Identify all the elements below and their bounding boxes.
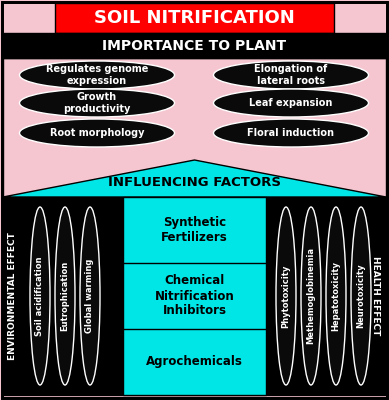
Text: Agrochemicals: Agrochemicals [146,356,243,368]
Ellipse shape [30,207,50,385]
Ellipse shape [55,207,75,385]
Text: Hepatotoxicity: Hepatotoxicity [331,261,340,331]
Text: ENVIRONMENTAL EFFECT: ENVIRONMENTAL EFFECT [9,232,18,360]
Text: SOIL NITRIFICATION: SOIL NITRIFICATION [94,9,295,27]
Text: Soil acidification: Soil acidification [35,256,44,336]
Ellipse shape [19,61,175,89]
Ellipse shape [19,119,175,147]
Text: Phytotoxicity: Phytotoxicity [282,264,291,328]
Ellipse shape [214,119,368,147]
Ellipse shape [326,207,346,385]
Text: Root morphology: Root morphology [50,128,144,138]
Text: Synthetic
Fertilizers: Synthetic Fertilizers [161,216,228,244]
Text: Leaf expansion: Leaf expansion [249,98,333,108]
Text: Global warming: Global warming [86,259,95,333]
Text: INFLUENCING FACTORS: INFLUENCING FACTORS [108,176,281,189]
Text: IMPORTANCE TO PLANT: IMPORTANCE TO PLANT [102,38,287,52]
Text: Eutrophication: Eutrophication [61,261,70,331]
FancyBboxPatch shape [3,58,386,197]
Text: Neurotoxicity: Neurotoxicity [356,264,366,328]
FancyBboxPatch shape [2,2,387,398]
FancyBboxPatch shape [3,33,386,58]
FancyBboxPatch shape [55,3,334,33]
Text: Growth
productivity: Growth productivity [63,92,131,114]
Ellipse shape [301,207,321,385]
Ellipse shape [276,207,296,385]
Ellipse shape [19,89,175,117]
Text: Regulates genome
expression: Regulates genome expression [46,64,148,86]
Text: Chemical
Nitrification
Inhibitors: Chemical Nitrification Inhibitors [154,274,235,318]
Ellipse shape [214,89,368,117]
FancyBboxPatch shape [3,197,386,395]
Text: Methemoglobinemia: Methemoglobinemia [307,248,315,344]
Ellipse shape [351,207,371,385]
Ellipse shape [214,61,368,89]
Polygon shape [3,160,386,197]
Text: HEALTH EFFECT: HEALTH EFFECT [371,256,380,336]
FancyBboxPatch shape [123,197,266,395]
Text: Floral induction: Floral induction [247,128,335,138]
Ellipse shape [80,207,100,385]
Text: Elongation of
lateral roots: Elongation of lateral roots [254,64,328,86]
